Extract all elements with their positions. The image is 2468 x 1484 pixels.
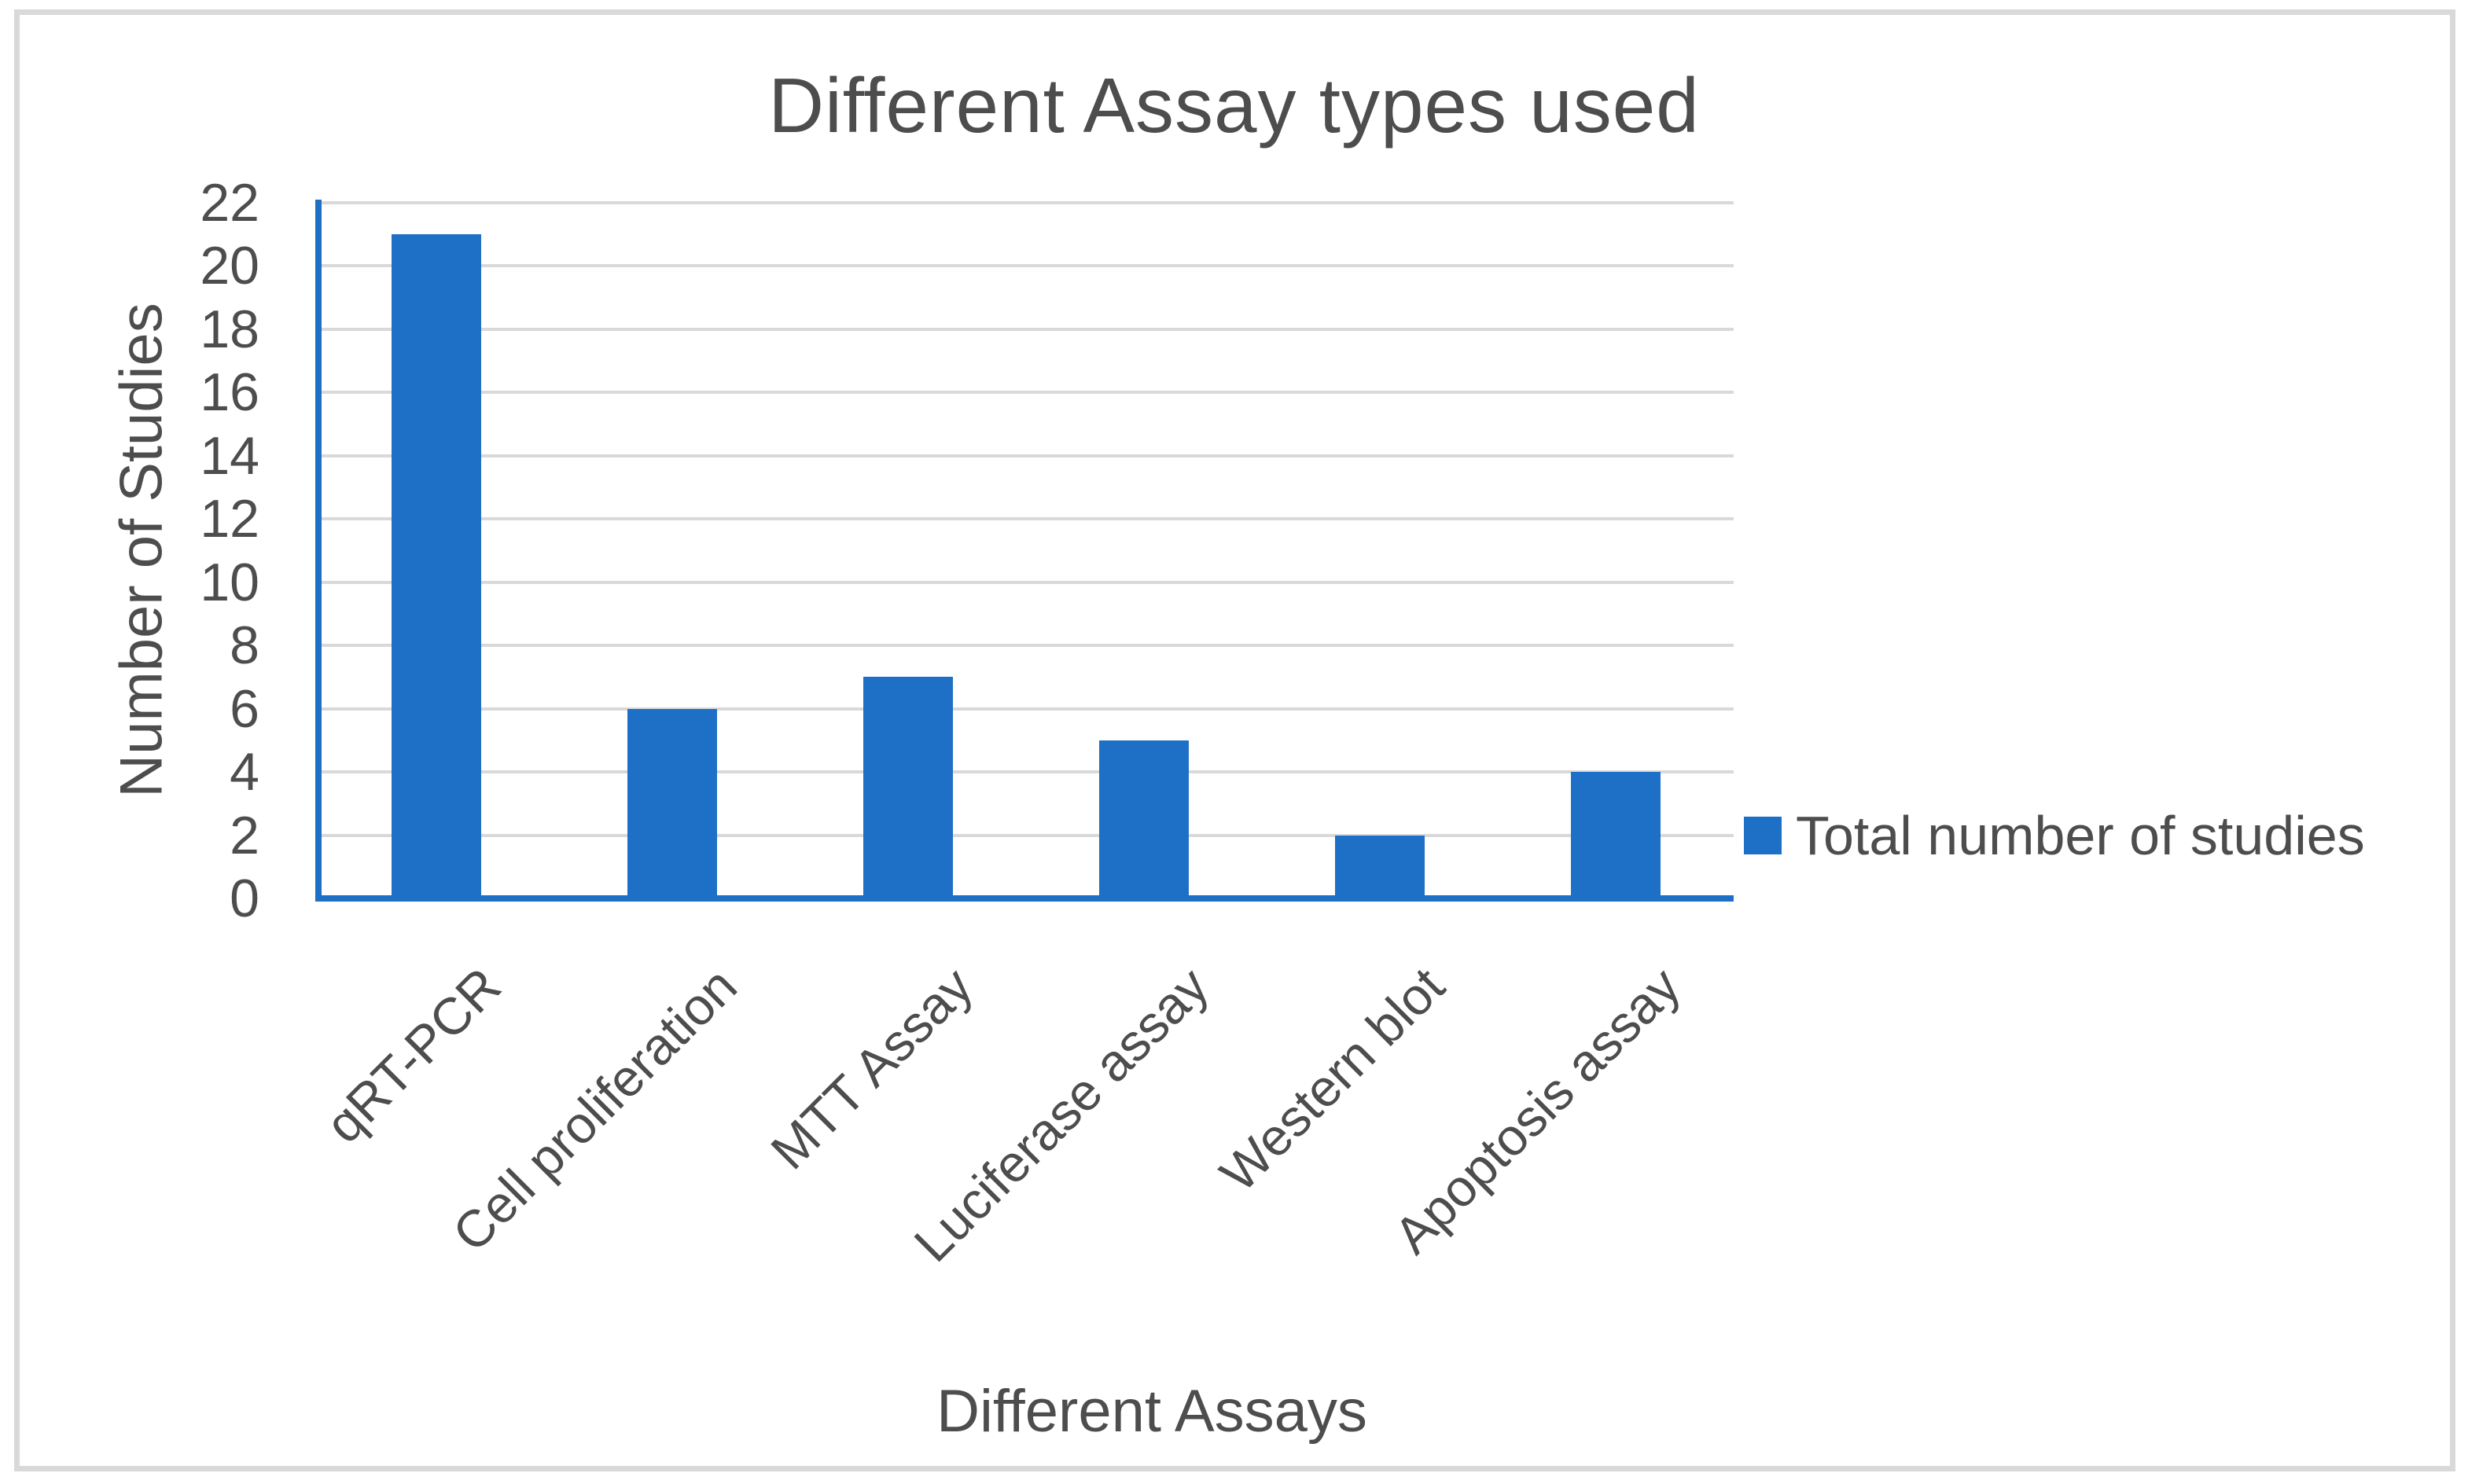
- bar-luciferase-assay: [1099, 740, 1189, 898]
- gridline-y-16: [318, 391, 1734, 395]
- gridline-y-22: [318, 201, 1734, 204]
- y-tick-label-0: 0: [230, 869, 259, 928]
- y-tick-label-10: 10: [200, 552, 259, 612]
- bar-cell-proliferation: [627, 708, 717, 898]
- y-tick-label-8: 8: [230, 615, 259, 676]
- gridline-y-10: [318, 580, 1734, 584]
- blue-square-icon: [1744, 817, 1782, 854]
- gridline-y-14: [318, 454, 1734, 457]
- y-axis-line: [315, 200, 322, 902]
- y-tick-label-22: 22: [200, 173, 259, 233]
- gridline-y-8: [318, 644, 1734, 648]
- bar-mtt-assay: [863, 677, 953, 898]
- chart-title: Different Assay types used: [768, 62, 1700, 149]
- bar-apoptosis-assay: [1571, 772, 1661, 898]
- y-tick-label-2: 2: [230, 805, 259, 865]
- gridline-y-6: [318, 707, 1734, 711]
- y-tick-label-6: 6: [230, 678, 259, 739]
- gridline-y-4: [318, 770, 1734, 774]
- gridline-y-18: [318, 327, 1734, 331]
- gridline-y-20: [318, 264, 1734, 268]
- legend: Total number of studies: [1744, 808, 2365, 863]
- x-axis-title: Different Assays: [936, 1378, 1367, 1445]
- bar-qrt-pcr: [392, 234, 481, 898]
- bar-western-blot: [1335, 835, 1425, 898]
- gridline-y-2: [318, 833, 1734, 837]
- y-tick-label-12: 12: [200, 489, 259, 549]
- gridline-y-12: [318, 517, 1734, 521]
- y-tick-label-16: 16: [200, 362, 259, 423]
- y-axis-title: Number of Studies: [108, 303, 175, 798]
- y-tick-label-18: 18: [200, 299, 259, 359]
- x-category-label-qrt-pcr: qRT-PCR: [314, 956, 512, 1154]
- legend-label: Total number of studies: [1796, 805, 2365, 866]
- x-category-label-cell-proliferation: Cell proliferation: [441, 956, 748, 1263]
- y-tick-label-4: 4: [230, 742, 259, 803]
- y-tick-label-14: 14: [200, 425, 259, 486]
- x-axis-line: [315, 895, 1734, 902]
- y-tick-label-20: 20: [200, 236, 259, 296]
